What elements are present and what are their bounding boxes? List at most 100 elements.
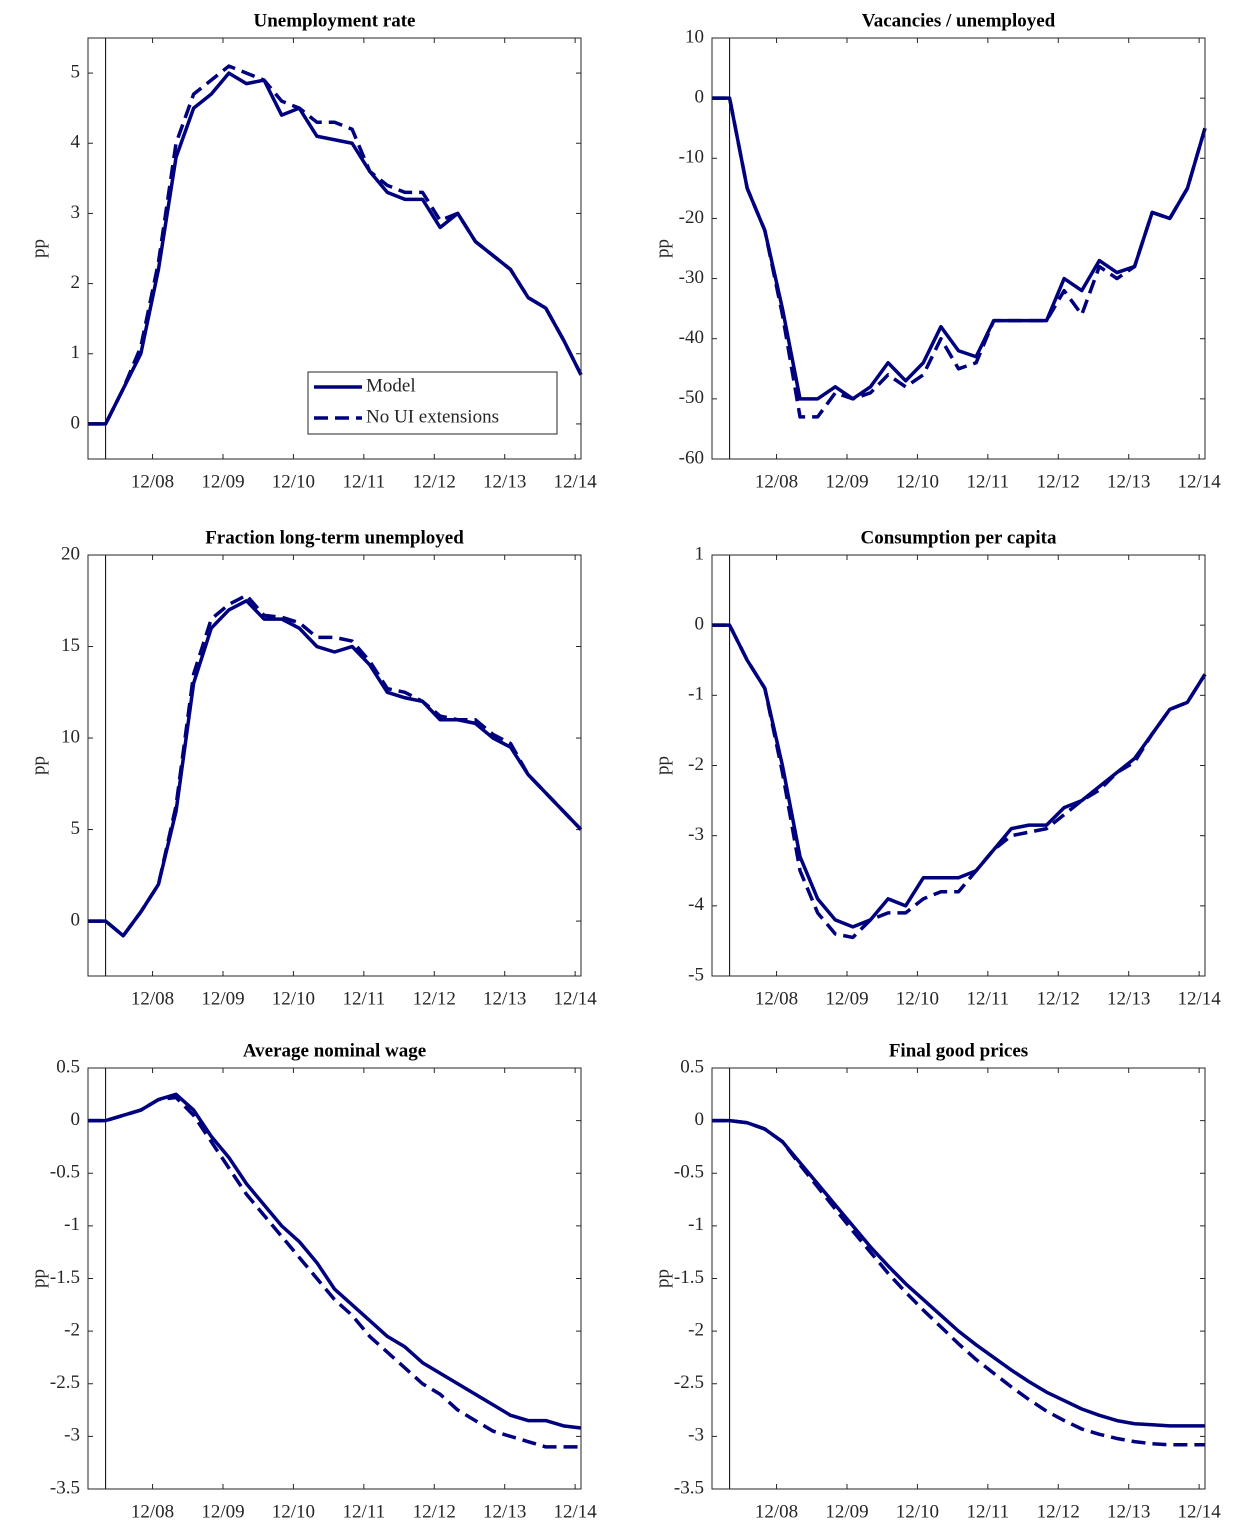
y-tick-label: -1 [688,684,704,705]
x-tick-label: 12/14 [1177,988,1221,1009]
x-tick-label: 12/08 [131,988,174,1009]
y-tick-label: 0 [71,1109,81,1130]
plot-frame [711,37,1206,460]
y-tick-label: -2 [64,1319,80,1340]
y-tick-label: -0.5 [674,1162,704,1183]
y-tick-label: 0 [71,909,81,930]
x-tick-label: 12/10 [896,471,939,492]
x-tick-label: 12/14 [1177,471,1221,492]
y-axis-label: pp [28,239,49,258]
x-tick-label: 12/09 [201,1501,244,1522]
plot-frame [87,37,582,460]
series-line [88,64,583,426]
chart-title: Final good prices [889,1040,1028,1061]
x-tick-label: 12/10 [272,988,315,1009]
x-tick-label: 12/11 [343,471,386,492]
x-tick-label: 12/13 [483,988,526,1009]
x-tick-label: 12/09 [201,471,244,492]
y-tick-label: 0 [695,1109,705,1130]
x-tick-label: 12/10 [272,1501,315,1522]
plot-area [712,1068,1205,1489]
plot-frame [711,554,1206,977]
x-tick-label: 12/13 [483,471,526,492]
x-tick-label: 12/08 [131,1501,174,1522]
y-tick-label: 0.5 [680,1056,704,1077]
y-tick-label: -2 [688,1319,704,1340]
y-tick-label: -3 [688,824,704,845]
legend-label: Model [366,375,416,396]
y-tick-label: -3 [64,1425,80,1446]
y-axis-label: pp [652,239,673,258]
x-tick-label: 12/10 [896,988,939,1009]
x-tick-label: 12/12 [1037,988,1080,1009]
legend-box [307,371,558,435]
y-axis-label: pp [652,756,673,775]
y-tick-label: 2 [71,272,81,293]
y-tick-label: -2.5 [674,1372,704,1393]
plot-area [88,555,581,976]
y-tick-label: -3.5 [50,1477,80,1498]
plot-frame [711,1067,1206,1490]
y-tick-label: 20 [61,543,80,564]
x-tick-label: 12/11 [967,988,1010,1009]
legend-label: No UI extensions [366,406,499,427]
y-tick-label: 0 [695,614,705,635]
x-tick-label: 12/13 [1107,988,1150,1009]
y-tick-label: -20 [679,207,704,228]
series-line [88,1092,582,1430]
x-tick-label: 12/10 [896,1501,939,1522]
y-tick-label: -10 [679,147,704,168]
y-tick-label: -0.5 [50,1162,80,1183]
y-tick-label: -1.5 [50,1267,80,1288]
x-tick-label: 12/14 [553,471,597,492]
x-tick-label: 12/08 [755,988,798,1009]
x-tick-label: 12/09 [825,1501,868,1522]
plot-area [712,38,1205,459]
y-tick-label: 5 [71,818,81,839]
y-tick-label: -50 [679,387,704,408]
x-tick-label: 12/08 [755,1501,798,1522]
chart-title: Vacancies / unemployed [862,10,1056,31]
chart-title: Unemployment rate [254,10,416,31]
y-axis-label: pp [652,1269,673,1288]
y-tick-label: -1 [688,1214,704,1235]
x-tick-label: 12/11 [967,471,1010,492]
x-tick-label: 12/09 [825,471,868,492]
y-tick-label: -3 [688,1425,704,1446]
y-tick-label: 0.5 [56,1056,80,1077]
y-tick-label: 15 [61,635,80,656]
y-tick-label: 1 [71,342,81,363]
x-tick-label: 12/13 [483,1501,526,1522]
chart-title: Fraction long-term unemployed [205,527,464,548]
chart-title: Average nominal wage [243,1040,426,1061]
x-tick-label: 12/08 [131,471,174,492]
x-tick-label: 12/12 [1037,1501,1080,1522]
x-tick-label: 12/11 [343,988,386,1009]
y-tick-label: 5 [71,61,81,82]
x-tick-label: 12/12 [413,1501,456,1522]
series-line [712,96,1207,401]
x-tick-label: 12/12 [413,988,456,1009]
y-tick-label: -1 [64,1214,80,1235]
y-axis-label: pp [28,1269,49,1288]
x-tick-label: 12/11 [343,1501,386,1522]
x-tick-label: 12/12 [1037,471,1080,492]
y-tick-label: 4 [71,132,81,153]
y-axis-label: pp [28,756,49,775]
y-tick-label: -30 [679,267,704,288]
y-tick-label: 0 [71,412,81,433]
x-tick-label: 12/14 [1177,1501,1221,1522]
y-tick-label: -1.5 [674,1267,704,1288]
series-line [712,1118,1205,1447]
x-tick-label: 12/10 [272,471,315,492]
x-tick-label: 12/14 [553,988,597,1009]
y-tick-label: 0 [695,87,705,108]
y-tick-label: -60 [679,447,704,468]
series-line [88,593,583,938]
plot-frame [87,1067,582,1490]
plot-area [88,1068,581,1489]
y-tick-label: -5 [688,964,704,985]
y-tick-label: 1 [695,543,705,564]
x-tick-label: 12/09 [825,988,868,1009]
